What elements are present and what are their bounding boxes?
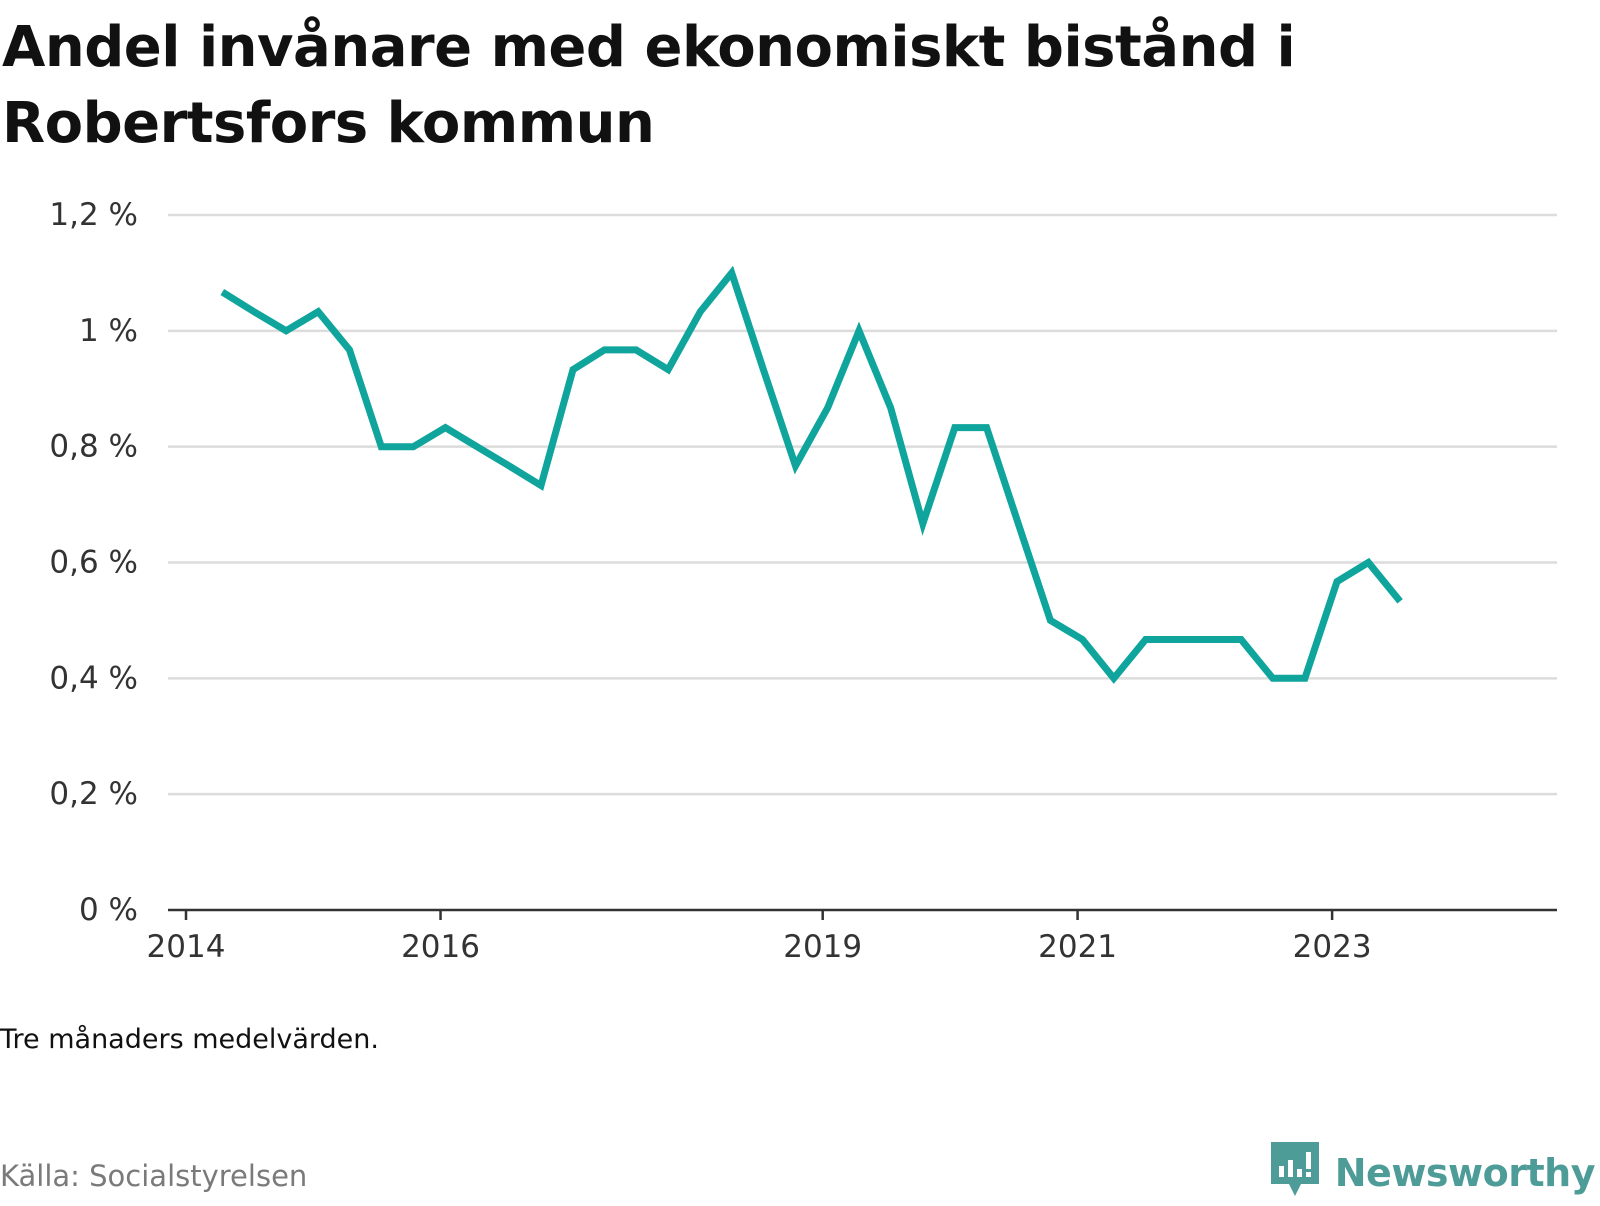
data-point — [221, 291, 223, 293]
data-point — [1049, 619, 1051, 621]
data-point — [922, 523, 924, 525]
data-point — [635, 349, 637, 351]
data-point — [476, 446, 478, 448]
y-tick-label: 1 % — [79, 313, 138, 349]
y-tick-label: 0,6 % — [49, 545, 138, 581]
data-point — [1209, 639, 1211, 641]
data-point — [1336, 581, 1338, 583]
data-point — [572, 369, 574, 371]
data-point — [1304, 677, 1306, 679]
y-tick-label: 0 % — [79, 892, 138, 928]
data-point — [508, 465, 510, 467]
data-point — [858, 330, 860, 332]
data-point — [890, 407, 892, 409]
data-point — [1177, 639, 1179, 641]
data-point — [412, 446, 414, 448]
data-point — [1367, 562, 1369, 564]
gridlines — [168, 213, 1557, 796]
x-tick-label: 2014 — [147, 929, 226, 965]
data-point — [954, 427, 956, 429]
data-point — [986, 427, 988, 429]
data-point — [699, 311, 701, 313]
data-point — [444, 427, 446, 429]
y-axis-tick-labels: 0 % 0,2 % 0,4 % 0,6 % 0,8 % 1 % 1,2 % — [49, 197, 138, 928]
chart-title: Andel invånare med ekonomiskt bistånd i … — [2, 15, 1296, 156]
source-label: Källa: Socialstyrelsen — [0, 1159, 308, 1193]
data-point — [285, 330, 287, 332]
brand-name: Newsworthy — [1334, 1151, 1596, 1195]
data-point — [794, 465, 796, 467]
series-group — [220, 265, 1403, 684]
x-tick-label: 2016 — [401, 929, 480, 965]
data-point — [380, 446, 382, 448]
data-point — [1399, 600, 1401, 602]
data-point — [253, 311, 255, 313]
data-point — [731, 272, 733, 274]
x-axis-ticks: 2014 2016 2019 2021 2023 — [147, 910, 1372, 965]
x-tick-label: 2021 — [1038, 929, 1117, 965]
data-point — [540, 484, 542, 486]
x-tick-label: 2019 — [783, 929, 862, 965]
line-chart: 0 % 0,2 % 0,4 % 0,6 % 0,8 % 1 % 1,2 % 2014 2016… — [49, 197, 1557, 965]
data-point — [1240, 639, 1242, 641]
data-point — [1017, 523, 1019, 525]
data-point — [667, 369, 669, 371]
data-point — [1081, 639, 1083, 641]
y-tick-label: 0,8 % — [49, 429, 138, 465]
y-tick-label: 0,4 % — [49, 660, 138, 696]
data-point — [1272, 677, 1274, 679]
newsworthy-logo-icon — [1269, 1140, 1321, 1206]
data-point — [603, 349, 605, 351]
data-point — [762, 369, 764, 371]
data-point — [317, 311, 319, 313]
brand-logo: Newsworthy — [1269, 1140, 1596, 1206]
series-line-0 — [220, 265, 1403, 684]
data-point — [827, 407, 829, 409]
y-tick-label: 1,2 % — [49, 197, 138, 233]
chart-note: Tre månaders medelvärden. — [0, 1024, 379, 1055]
data-point — [1113, 677, 1115, 679]
data-point — [349, 349, 351, 351]
y-tick-label: 0,2 % — [49, 776, 138, 812]
data-point — [1145, 639, 1147, 641]
x-tick-label: 2023 — [1293, 929, 1372, 965]
